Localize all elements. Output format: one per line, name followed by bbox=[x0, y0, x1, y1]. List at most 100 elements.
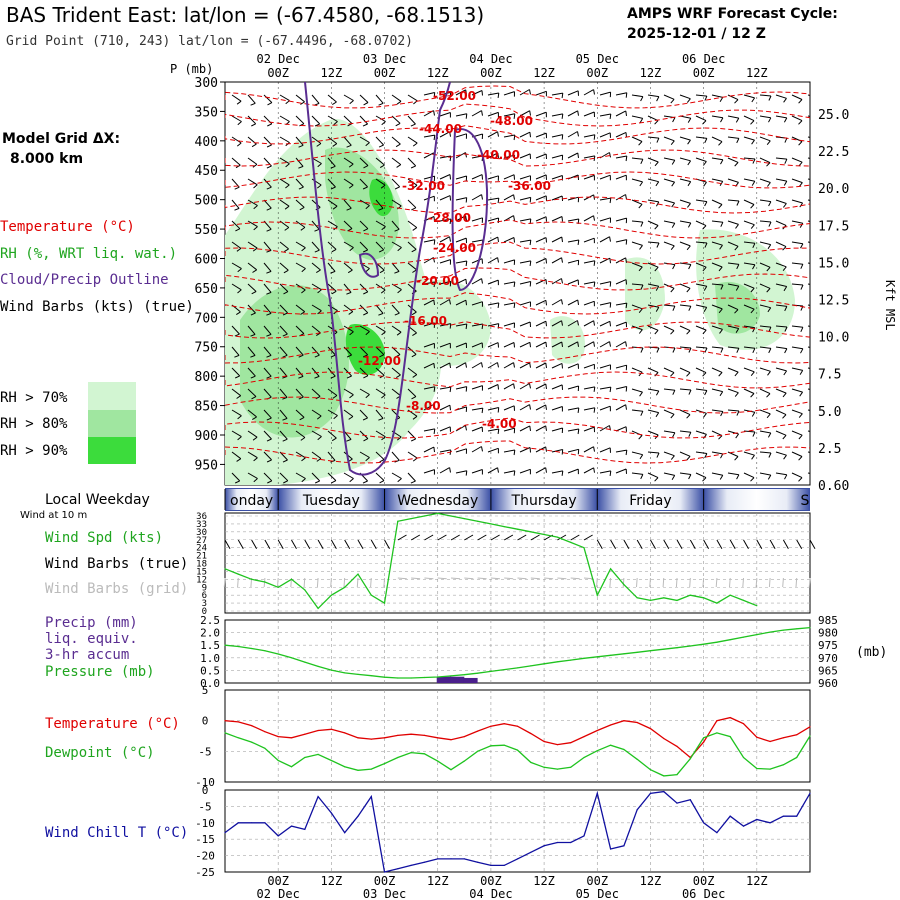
wind-barb-feather bbox=[798, 161, 803, 167]
windchill-tick-label: 0 bbox=[202, 784, 209, 797]
kft-axis: 25.022.520.017.515.012.510.07.55.02.50.6… bbox=[818, 108, 849, 494]
wind-barb bbox=[327, 472, 337, 484]
wind-barb bbox=[775, 157, 788, 164]
wind-barb bbox=[519, 175, 531, 181]
wind-barb-staff bbox=[519, 468, 531, 474]
wind-barb-true bbox=[490, 534, 500, 541]
wind-barb-feather bbox=[609, 236, 611, 242]
wind-barb-feather bbox=[609, 113, 612, 119]
wind-barb bbox=[423, 299, 435, 306]
wind-barb bbox=[743, 136, 755, 145]
wind-barb-staff bbox=[375, 430, 386, 438]
wind-barb-feather bbox=[410, 123, 416, 127]
wind-barb bbox=[599, 257, 611, 264]
wind-barb-feather bbox=[497, 428, 500, 434]
wind-barb-staff bbox=[375, 346, 385, 356]
wind-barb-staff bbox=[551, 92, 563, 96]
wind-barb-staff bbox=[423, 175, 435, 180]
wind-barb bbox=[423, 281, 436, 288]
wind-barb-staff bbox=[567, 131, 578, 138]
windchill-line-point bbox=[277, 835, 279, 837]
temperature-contour-label: -4.00 bbox=[482, 417, 517, 431]
wind-barb-feather bbox=[411, 353, 417, 358]
wind-barb-feather bbox=[816, 139, 818, 143]
wind-barb-feather bbox=[346, 207, 352, 211]
wind-barb-feather bbox=[282, 312, 288, 316]
wind-barb-staff bbox=[807, 304, 810, 306]
wind-barb bbox=[807, 430, 810, 432]
wind-barb-staff bbox=[519, 404, 530, 411]
wind-barb-staff bbox=[231, 262, 242, 270]
wind-barb-staff bbox=[775, 115, 787, 119]
wind-barb-grid bbox=[343, 577, 346, 588]
wind-speed-line-point bbox=[716, 602, 718, 604]
wind-speed-line-point bbox=[397, 520, 399, 522]
wind-barb-grid bbox=[742, 577, 745, 588]
wind-barb-feather bbox=[396, 374, 401, 379]
wind-barb-feather bbox=[640, 410, 644, 416]
wind-barb-staff bbox=[455, 197, 467, 201]
wind-barb bbox=[567, 320, 579, 327]
temperature-line-point bbox=[370, 738, 372, 740]
temperature-line-point bbox=[649, 728, 652, 730]
dewpoint-line-point bbox=[623, 748, 625, 751]
wind-barb-staff bbox=[791, 367, 803, 371]
page-title: BAS Trident East: lat/lon = (-67.4580, -… bbox=[6, 3, 484, 27]
wind-barb bbox=[487, 175, 499, 181]
wind-barb-feather bbox=[449, 236, 451, 242]
wind-barb-staff bbox=[791, 451, 803, 457]
wind-barb-feather bbox=[349, 247, 354, 252]
wind-barb bbox=[423, 175, 436, 182]
wind-barb bbox=[695, 94, 708, 101]
wind-barb-staff bbox=[327, 220, 338, 228]
dewpoint-line-point bbox=[796, 756, 798, 759]
wind-barb bbox=[471, 342, 483, 348]
wind-barb-staff bbox=[727, 241, 739, 247]
wind-barb-staff bbox=[647, 262, 659, 268]
wind-barb-staff bbox=[247, 472, 258, 479]
wind-barb-staff bbox=[711, 304, 723, 310]
wind-barb-feather bbox=[545, 383, 547, 389]
pressure-tick-label: 900 bbox=[195, 429, 218, 444]
wind-speed-line-point bbox=[649, 599, 652, 602]
wind-barb-feather bbox=[736, 264, 740, 270]
wind-barb-staff bbox=[311, 472, 321, 482]
wind-barb-staff bbox=[711, 241, 723, 246]
wind-barb bbox=[439, 259, 451, 265]
bottom-hour-label: 12Z bbox=[640, 874, 662, 888]
temperature-line-point bbox=[729, 717, 731, 719]
wind-barb-feather bbox=[282, 333, 288, 337]
wind-barb-feather bbox=[362, 480, 368, 484]
dewpoint-line-point bbox=[782, 764, 785, 766]
wind-barb-feather bbox=[577, 131, 579, 137]
wind-barb bbox=[791, 409, 803, 418]
wind-barb-feather bbox=[670, 287, 675, 293]
wind-barb-feather bbox=[315, 395, 321, 400]
wind-barb bbox=[663, 325, 675, 335]
wind-barb-feather bbox=[654, 120, 659, 125]
wind-barb bbox=[775, 262, 787, 272]
wind-barb bbox=[743, 220, 755, 229]
wind-barb bbox=[359, 115, 368, 127]
wind-barb bbox=[503, 405, 515, 411]
wind-barb-feather bbox=[545, 321, 547, 327]
wind-barb bbox=[663, 451, 675, 460]
wind-speed-line-point bbox=[729, 594, 731, 596]
wind-speed-line-point bbox=[450, 515, 452, 517]
windchill-frame bbox=[224, 789, 811, 873]
wind-barb-feather bbox=[545, 279, 547, 285]
wind-barb-staff bbox=[247, 157, 258, 165]
wind-barb-true bbox=[384, 539, 390, 549]
wind-barb bbox=[279, 367, 288, 379]
wind-barb-feather bbox=[609, 302, 612, 308]
wind-barb-feather bbox=[655, 307, 660, 312]
wind-barb bbox=[391, 157, 402, 168]
wind-barb-grid bbox=[557, 577, 567, 580]
wind-barb-feather bbox=[513, 449, 516, 456]
wind-barb-staff bbox=[615, 155, 627, 159]
wind-barb bbox=[567, 239, 580, 245]
wind-barb-feather bbox=[798, 120, 803, 125]
wind-speed-line-point bbox=[756, 605, 758, 607]
wind-barb-staff bbox=[711, 409, 723, 412]
wind-barb bbox=[743, 367, 755, 377]
